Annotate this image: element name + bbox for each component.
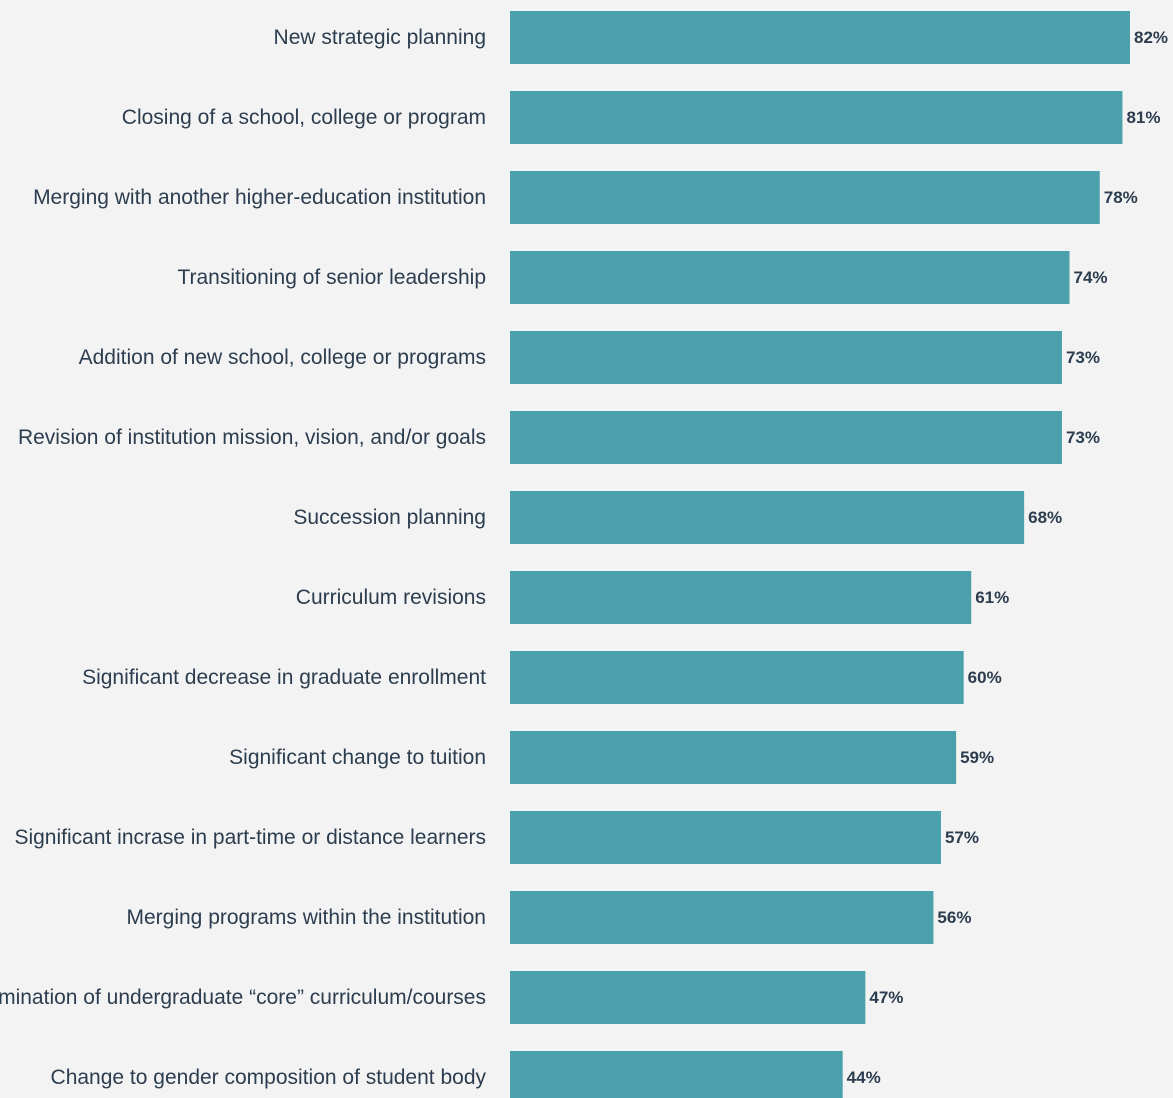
category-label: Significant incrase in part-time or dist…	[14, 826, 486, 849]
value-label: 74%	[1074, 268, 1108, 287]
category-label: Change to gender composition of student …	[51, 1066, 487, 1089]
bar	[510, 411, 1062, 464]
bar	[510, 571, 972, 624]
category-label: Significant change to tuition	[229, 746, 486, 769]
value-label: 44%	[847, 1068, 881, 1087]
bar	[510, 171, 1100, 224]
category-label: Merging with another higher-education in…	[33, 186, 486, 209]
category-label: Merging programs within the institution	[126, 906, 486, 929]
value-label: 73%	[1066, 348, 1100, 367]
category-label: Addition of new school, college or progr…	[79, 346, 486, 369]
category-labels-group: New strategic planning Closing of a schoo…	[0, 26, 486, 1089]
value-label: 82%	[1134, 28, 1168, 47]
bar	[510, 91, 1123, 144]
value-label: 60%	[968, 668, 1002, 687]
bar	[510, 971, 866, 1024]
value-label: 59%	[960, 748, 994, 767]
value-label: 81%	[1126, 108, 1160, 127]
value-label: 57%	[945, 828, 979, 847]
value-label: 68%	[1028, 508, 1062, 527]
category-label: Transitioning of senior leadership	[177, 266, 486, 289]
category-label: Succession planning	[293, 506, 486, 529]
category-label: Curriculum revisions	[296, 586, 486, 609]
bar	[510, 811, 941, 864]
bar	[510, 331, 1062, 384]
bar	[510, 11, 1130, 64]
value-label: 78%	[1104, 188, 1138, 207]
value-label: 56%	[937, 908, 971, 927]
category-label: Closing of a school, college or program	[122, 106, 486, 129]
value-label: 61%	[975, 588, 1009, 607]
bar	[510, 251, 1070, 304]
category-label: Termination of undergraduate “core” curr…	[0, 986, 486, 1009]
bar	[510, 731, 957, 784]
value-label: 47%	[869, 988, 903, 1007]
category-label: Revision of institution mission, vision,…	[18, 426, 486, 449]
value-labels-group: 82% 81% 78% 74% 73% 73% 68% 61% 60% 59% 57% 56% 47% 4…	[847, 28, 1168, 1087]
category-label: New strategic planning	[274, 26, 486, 49]
bar	[510, 1051, 843, 1098]
category-label: Significant decrease in graduate enrollm…	[82, 666, 486, 689]
bar	[510, 651, 964, 704]
bar	[510, 891, 934, 944]
value-label: 73%	[1066, 428, 1100, 447]
bars-group	[510, 11, 1130, 1098]
bar	[510, 491, 1025, 544]
